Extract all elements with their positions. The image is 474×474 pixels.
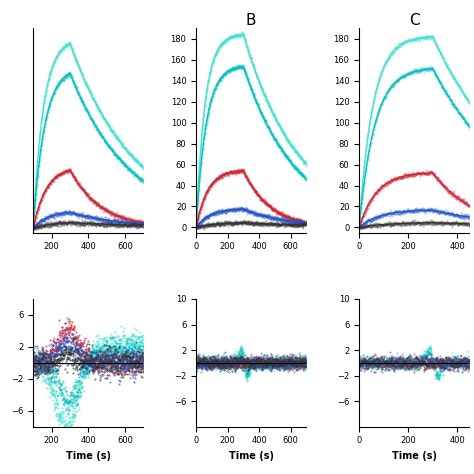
Title: B: B [246, 13, 256, 28]
X-axis label: Time (s): Time (s) [66, 451, 111, 461]
X-axis label: Time (s): Time (s) [229, 451, 273, 461]
X-axis label: Time (s): Time (s) [392, 451, 437, 461]
Title: C: C [409, 13, 419, 28]
